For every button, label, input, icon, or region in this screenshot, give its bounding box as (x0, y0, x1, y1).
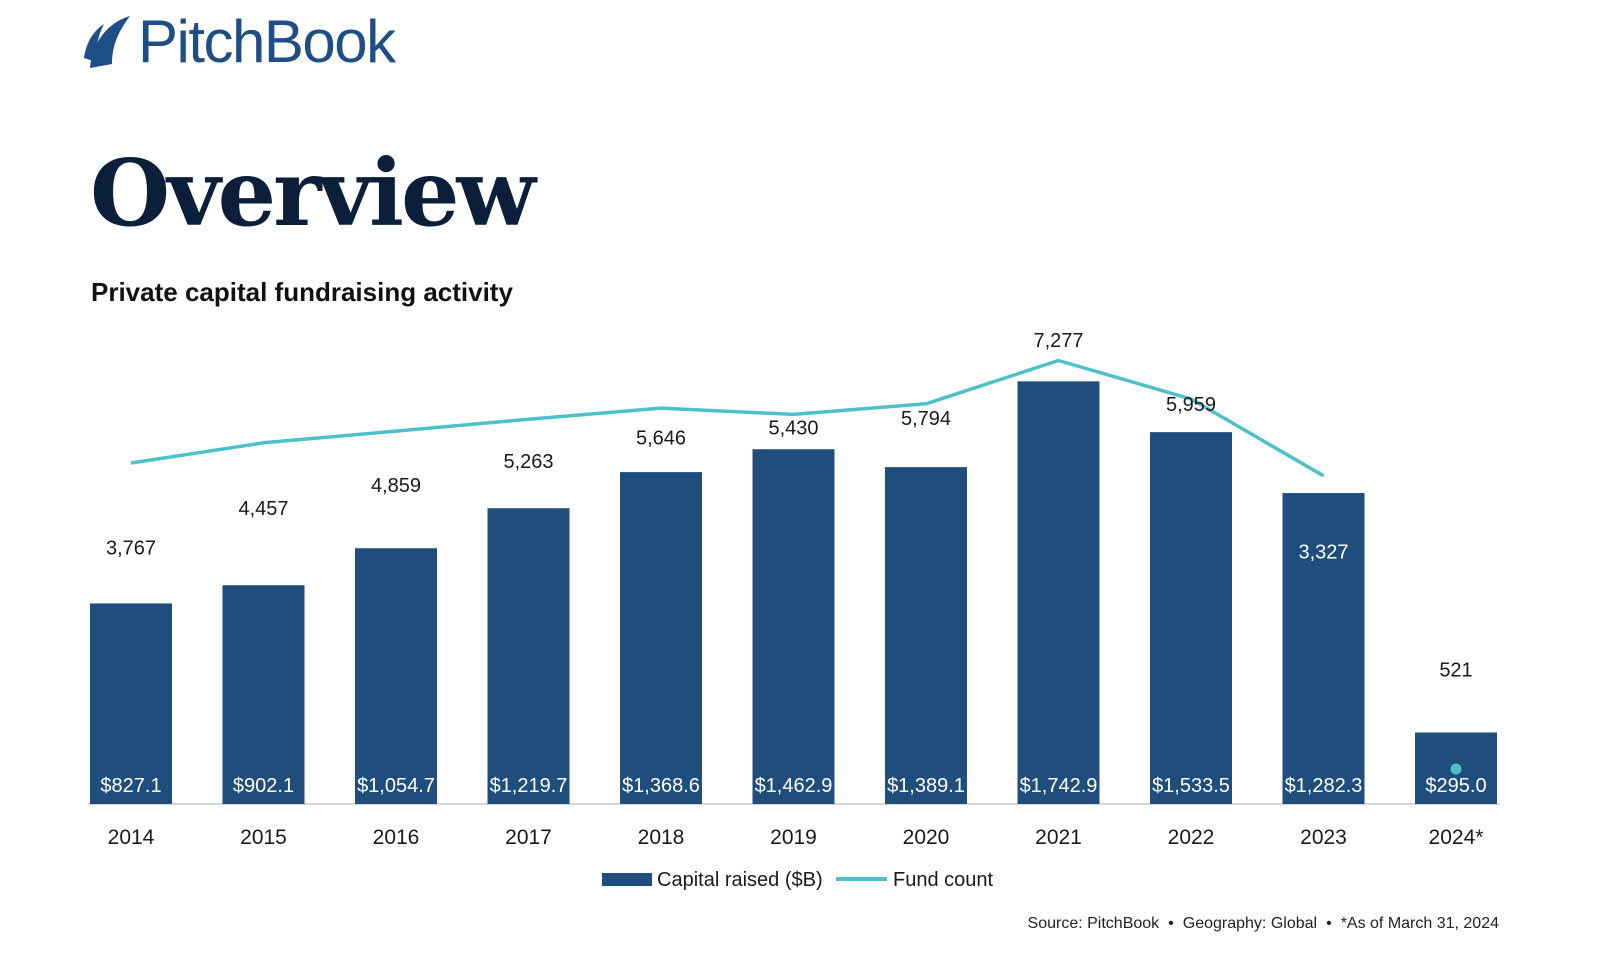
bar-value-label: $902.1 (233, 775, 294, 797)
bar (487, 508, 570, 804)
x-tick-label: 2022 (1168, 826, 1215, 849)
bar-value-label: $295.0 (1425, 775, 1486, 797)
x-tick-label: 2014 (108, 826, 155, 849)
pitchbook-logo: PitchBook (82, 8, 396, 76)
x-tick-label: 2015 (240, 826, 287, 849)
bar (355, 548, 437, 804)
fund-count-label: 7,277 (1033, 330, 1083, 352)
fund-count-line (130, 358, 1325, 478)
bar-value-label: $1,368.6 (622, 775, 700, 797)
bar-value-label: $1,219.7 (490, 775, 568, 797)
bar (1017, 381, 1100, 804)
bar (1282, 493, 1365, 804)
fund-count-label: 5,263 (503, 451, 553, 473)
legend-swatch-capital (602, 873, 652, 886)
fund-count-label: 5,646 (636, 428, 686, 450)
x-tick-label: 2020 (903, 826, 950, 849)
asof-text: *As of March 31, 2024 (1340, 915, 1499, 932)
bar (620, 472, 702, 804)
x-tick-label: 2023 (1300, 826, 1347, 849)
bar (885, 467, 967, 804)
bar-value-label: $1,054.7 (357, 775, 435, 797)
bar-value-label: $1,282.3 (1285, 775, 1363, 797)
separator: • (1326, 915, 1332, 932)
legend-label-fund-count: Fund count (893, 869, 994, 891)
bar (752, 449, 835, 804)
fund-count-label: 521 (1439, 660, 1472, 682)
fund-count-label: 5,430 (768, 418, 818, 440)
fund-count-label: 3,767 (106, 538, 156, 560)
x-tick-label: 2021 (1035, 826, 1082, 849)
separator: • (1168, 915, 1174, 932)
page-title: Overview (90, 139, 536, 247)
x-tick-label: 2016 (373, 826, 420, 849)
x-tick-label: 2024* (1429, 826, 1484, 849)
x-tick-label: 2017 (505, 826, 552, 849)
x-tick-label: 2018 (638, 826, 685, 849)
fund-count-label: 5,794 (901, 408, 951, 430)
bar-value-label: $1,462.9 (755, 775, 833, 797)
fund-count-label: 4,457 (238, 498, 288, 520)
fund-count-point (1450, 763, 1462, 775)
sail-icon (84, 16, 130, 68)
bar-value-label: $1,389.1 (887, 775, 965, 797)
bar-value-label: $1,533.5 (1152, 775, 1230, 797)
fund-count-label: 3,327 (1298, 542, 1348, 564)
geography-text: Geography: Global (1182, 915, 1318, 932)
bar-value-label: $1,742.9 (1020, 775, 1098, 797)
source-note: Source: PitchBook • Geography: Global • *As … (1028, 914, 1499, 934)
bar (1150, 432, 1232, 804)
brand-name: PitchBook (138, 8, 396, 75)
legend-label-capital: Capital raised ($B) (657, 869, 823, 891)
bar (222, 585, 305, 804)
bar-value-label: $827.1 (100, 775, 161, 797)
chart: $827.1 $902.1 $1,054.7 $1,219.7 $1,368.6 $1,4… (88, 330, 1500, 891)
source-text: Source: PitchBook (1027, 915, 1160, 932)
chart-title: Private capital fundraising activity (91, 277, 513, 307)
fund-count-label: 5,959 (1166, 394, 1216, 416)
bar (90, 603, 172, 804)
fund-count-label: 4,859 (371, 475, 421, 497)
x-tick-label: 2019 (770, 826, 817, 849)
